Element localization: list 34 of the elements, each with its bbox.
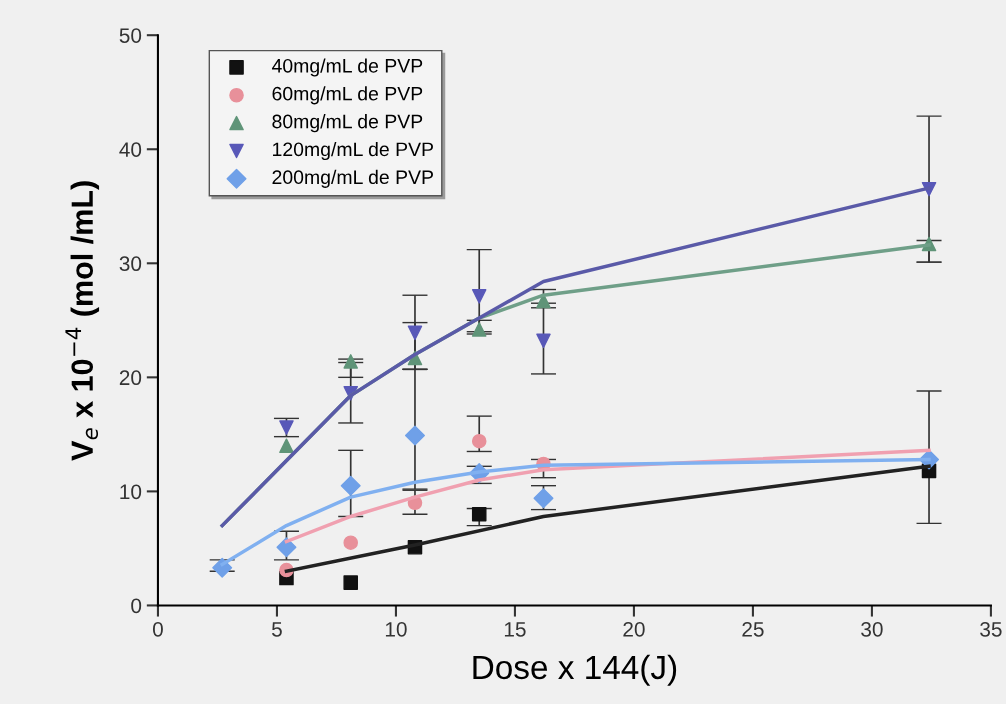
point bbox=[343, 354, 358, 369]
x-tick-label: 15 bbox=[504, 622, 526, 637]
point bbox=[404, 425, 425, 446]
y-tick-label: 0 bbox=[131, 598, 142, 614]
x-axis-title: Dose x 144(J) bbox=[473, 654, 677, 686]
point bbox=[536, 333, 551, 349]
x-tick-label: 30 bbox=[861, 621, 883, 637]
point bbox=[279, 420, 294, 435]
legend-label: 40mg/mL de PVP bbox=[271, 58, 423, 77]
point bbox=[343, 535, 358, 550]
point bbox=[343, 575, 358, 590]
y-tick-label: 20 bbox=[119, 370, 142, 386]
y-tick-label: 50 bbox=[119, 28, 142, 43]
y-tick-label: 40 bbox=[119, 142, 142, 157]
point bbox=[471, 433, 487, 449]
x-tick-label: 35 bbox=[980, 621, 1002, 637]
point bbox=[340, 475, 361, 496]
point bbox=[471, 289, 487, 304]
point bbox=[407, 325, 423, 341]
legend-label: 200mg/mL de PVP bbox=[272, 169, 433, 188]
legend-label: 120mg/mL de PVP bbox=[273, 141, 433, 161]
x-tick-label: 25 bbox=[742, 621, 764, 637]
legend-label: 80mg/mL de PVP bbox=[272, 114, 423, 133]
x-tick-label: 10 bbox=[385, 621, 407, 637]
x-tick-label: 0 bbox=[152, 621, 163, 637]
point bbox=[279, 438, 294, 454]
x-tick-label: 5 bbox=[271, 622, 282, 637]
y-tick-label: 30 bbox=[119, 256, 142, 272]
y-tick-label: 10 bbox=[120, 484, 142, 500]
legend-label: 60mg/mL de PVP bbox=[272, 86, 423, 105]
y-axis-title: V$_{e}$ x 10$^{−4}$ (mol /mL) bbox=[65, 181, 100, 461]
point bbox=[276, 537, 297, 558]
point bbox=[471, 506, 487, 522]
x-tick-label: 20 bbox=[623, 621, 645, 637]
